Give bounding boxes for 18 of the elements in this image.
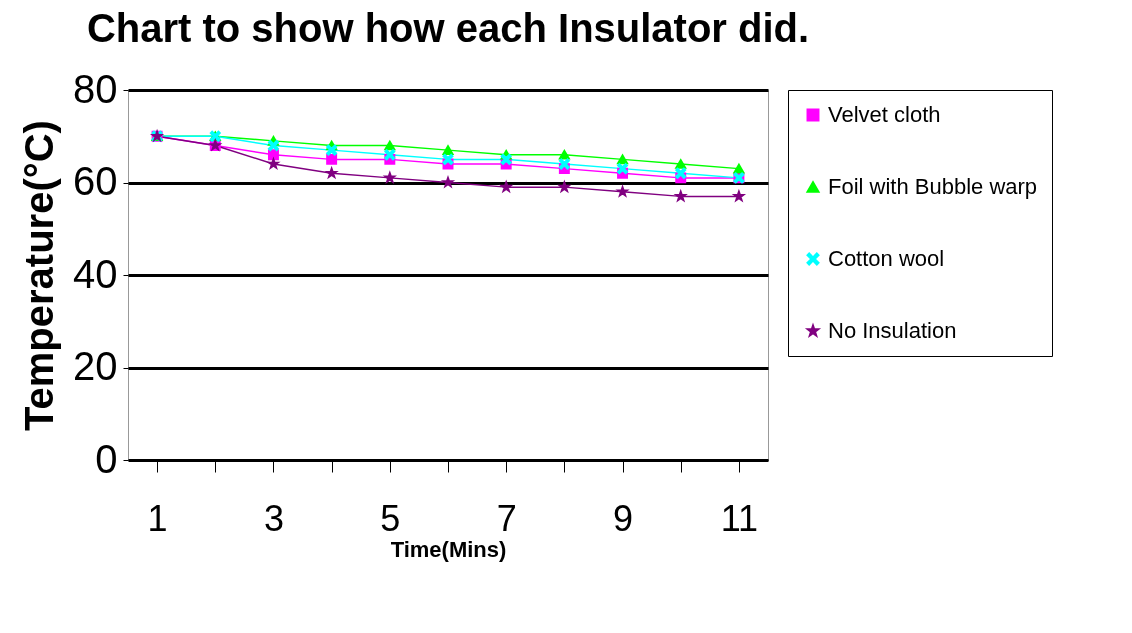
y-tick-label: 40: [73, 251, 118, 296]
y-tick-label: 0: [95, 436, 118, 481]
y-axis-title: Temperature(°C): [17, 120, 62, 431]
x-tick-label: 11: [720, 497, 759, 539]
legend-label: Velvet cloth: [828, 102, 941, 127]
y-tick-label: 20: [73, 344, 118, 388]
legend-label: Cotton wool: [828, 246, 945, 271]
chart-title: Chart to show how each Insulator did.: [86, 6, 810, 50]
x-tick-label: 3: [263, 497, 284, 539]
x-axis-title: Time(Mins): [390, 536, 507, 562]
x-tick-label: 1: [147, 497, 168, 539]
y-tick-label: 60: [73, 159, 118, 203]
y-tick-label: 80: [73, 66, 118, 111]
x-tick-label: 9: [613, 497, 634, 539]
legend-label: Foil with Bubble warp: [828, 174, 1038, 199]
legend-label: No Insulation: [828, 318, 957, 343]
x-tick-label: 7: [496, 497, 517, 539]
x-tick-label: 5: [380, 497, 401, 539]
